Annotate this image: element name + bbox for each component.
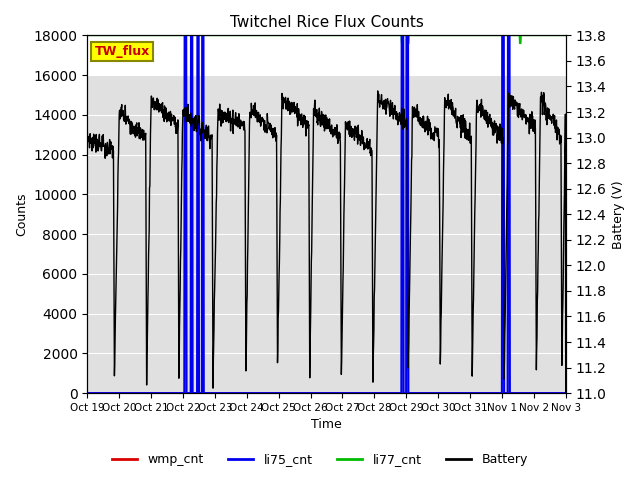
X-axis label: Time: Time xyxy=(311,419,342,432)
Text: TW_flux: TW_flux xyxy=(95,45,150,58)
Legend: wmp_cnt, li75_cnt, li77_cnt, Battery: wmp_cnt, li75_cnt, li77_cnt, Battery xyxy=(107,448,533,471)
Y-axis label: Counts: Counts xyxy=(15,192,28,236)
Y-axis label: Battery (V): Battery (V) xyxy=(612,180,625,249)
Bar xyxy=(87,75,566,393)
Title: Twitchel Rice Flux Counts: Twitchel Rice Flux Counts xyxy=(230,15,424,30)
